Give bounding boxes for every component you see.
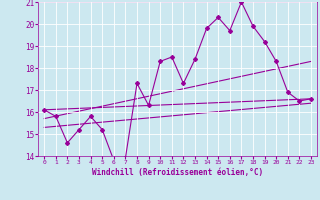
X-axis label: Windchill (Refroidissement éolien,°C): Windchill (Refroidissement éolien,°C) — [92, 168, 263, 177]
